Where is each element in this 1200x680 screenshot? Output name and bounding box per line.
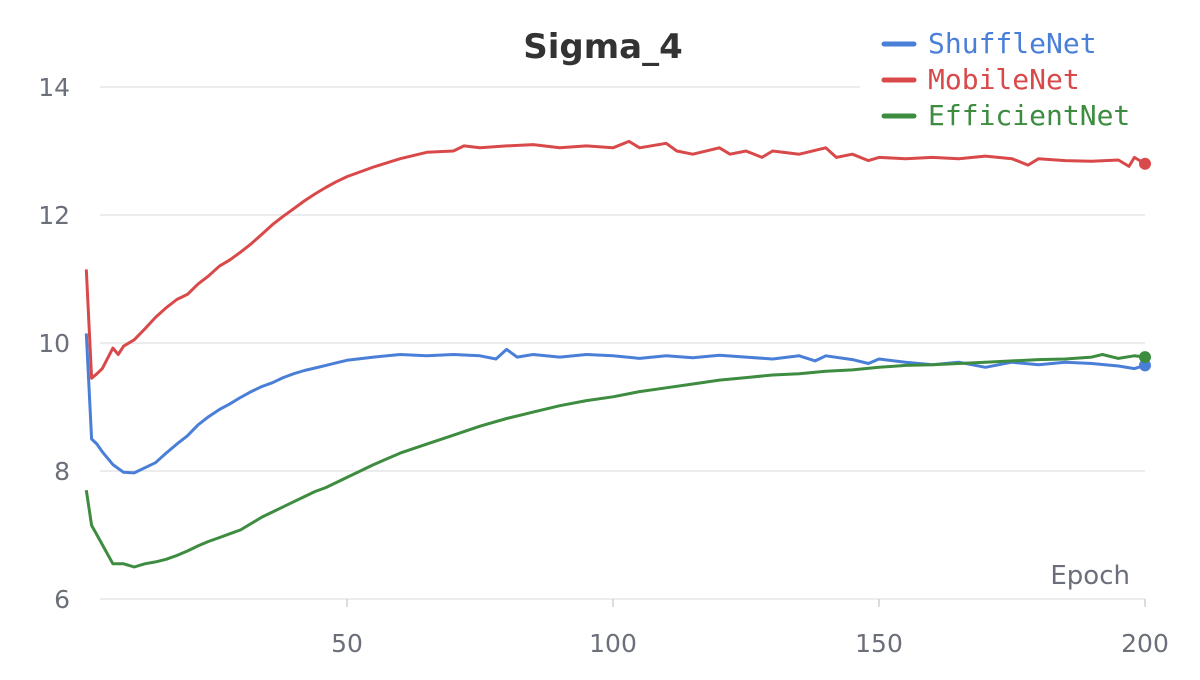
- series-end-marker-efficientnet: [1139, 351, 1151, 364]
- legend-label-shufflenet: ShuffleNet: [928, 27, 1097, 60]
- chart-title: Sigma_4: [523, 27, 683, 67]
- x-tick-label: 150: [855, 629, 903, 658]
- y-tick-label: 14: [38, 73, 70, 102]
- x-axis-label: Epoch: [1050, 561, 1130, 591]
- series-end-marker-shufflenet: [1139, 359, 1151, 372]
- y-tick-label: 8: [54, 457, 70, 486]
- x-tick-label: 100: [589, 629, 637, 658]
- legend-label-efficientnet: EfficientNet: [928, 99, 1130, 132]
- series-end-marker-mobilenet: [1139, 157, 1151, 170]
- grid-lines: [100, 86, 1146, 607]
- series-lines: [84, 139, 1151, 569]
- legend-label-mobilenet: MobileNet: [928, 63, 1080, 96]
- y-tick-label: 12: [38, 201, 70, 230]
- y-axis-ticks: 6 8 10 12 14: [38, 73, 70, 614]
- series-line-efficientnet: [84, 353, 1146, 569]
- x-axis-ticks: 50 100 150 200: [331, 629, 1169, 658]
- series-line-mobilenet: [84, 139, 1146, 380]
- x-tick-label: 200: [1121, 629, 1169, 658]
- series-line-shufflenet: [84, 333, 1146, 475]
- y-tick-label: 10: [38, 329, 70, 358]
- x-tick-label: 50: [331, 629, 363, 658]
- y-tick-label: 6: [54, 585, 70, 614]
